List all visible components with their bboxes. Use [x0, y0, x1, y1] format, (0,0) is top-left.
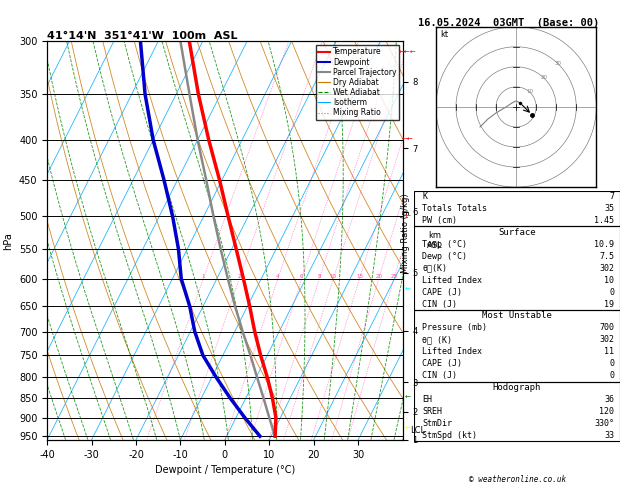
Text: 15: 15 — [356, 274, 363, 279]
Text: 0: 0 — [609, 359, 614, 368]
Text: Dewp (°C): Dewp (°C) — [422, 252, 467, 260]
Text: ←: ← — [404, 287, 411, 293]
Text: 302: 302 — [599, 335, 614, 345]
X-axis label: Dewpoint / Temperature (°C): Dewpoint / Temperature (°C) — [155, 465, 295, 475]
Legend: Temperature, Dewpoint, Parcel Trajectory, Dry Adiabat, Wet Adiabat, Isotherm, Mi: Temperature, Dewpoint, Parcel Trajectory… — [316, 45, 399, 120]
Text: © weatheronline.co.uk: © weatheronline.co.uk — [469, 474, 566, 484]
Text: 302: 302 — [599, 264, 614, 273]
Text: Temp (°C): Temp (°C) — [422, 240, 467, 249]
Text: 36: 36 — [604, 395, 614, 404]
Text: 1.45: 1.45 — [594, 216, 614, 225]
Text: 6: 6 — [300, 274, 303, 279]
Text: 7: 7 — [609, 192, 614, 201]
Text: 10: 10 — [330, 274, 337, 279]
Text: Surface: Surface — [498, 228, 536, 237]
Text: 11: 11 — [604, 347, 614, 356]
Text: 20: 20 — [375, 274, 382, 279]
Text: EH: EH — [422, 395, 432, 404]
Text: 33: 33 — [604, 431, 614, 440]
Text: 8: 8 — [318, 274, 321, 279]
Text: 25: 25 — [391, 274, 398, 279]
Text: 0: 0 — [609, 288, 614, 296]
Text: 35: 35 — [604, 204, 614, 213]
Text: CAPE (J): CAPE (J) — [422, 288, 462, 296]
Text: 120: 120 — [599, 407, 614, 416]
Text: 2: 2 — [238, 274, 241, 279]
Text: 30: 30 — [555, 61, 562, 66]
Bar — [414, 382, 620, 441]
Text: 19: 19 — [604, 299, 614, 309]
Text: Most Unstable: Most Unstable — [482, 312, 552, 320]
Text: 16.05.2024  03GMT  (Base: 00): 16.05.2024 03GMT (Base: 00) — [418, 18, 599, 29]
Text: Totals Totals: Totals Totals — [422, 204, 487, 213]
Text: CIN (J): CIN (J) — [422, 299, 457, 309]
Text: LCL: LCL — [409, 426, 425, 435]
Text: StmDir: StmDir — [422, 419, 452, 428]
Text: 41°14'N  351°41'W  100m  ASL: 41°14'N 351°41'W 100m ASL — [47, 31, 238, 40]
Text: θᴄ(K): θᴄ(K) — [422, 264, 447, 273]
Text: 0: 0 — [609, 371, 614, 380]
Text: ←←: ←← — [402, 137, 413, 143]
Text: 10: 10 — [526, 89, 533, 94]
Text: CIN (J): CIN (J) — [422, 371, 457, 380]
Text: 330°: 330° — [594, 419, 614, 428]
Text: 1: 1 — [201, 274, 205, 279]
Bar — [414, 191, 620, 226]
Text: Pressure (mb): Pressure (mb) — [422, 323, 487, 332]
Text: Mixing Ratio (g/kg): Mixing Ratio (g/kg) — [401, 193, 410, 273]
Y-axis label: hPa: hPa — [3, 232, 13, 249]
Text: 10: 10 — [604, 276, 614, 285]
Text: Lifted Index: Lifted Index — [422, 276, 482, 285]
Text: 7.5: 7.5 — [599, 252, 614, 260]
Text: θᴄ (K): θᴄ (K) — [422, 335, 452, 345]
Text: K: K — [422, 192, 427, 201]
Text: PW (cm): PW (cm) — [422, 216, 457, 225]
Text: 4: 4 — [276, 274, 279, 279]
Text: Hodograph: Hodograph — [493, 383, 541, 392]
Text: ←: ← — [404, 426, 411, 432]
Text: 10.9: 10.9 — [594, 240, 614, 249]
Text: SREH: SREH — [422, 407, 442, 416]
Text: StmSpd (kt): StmSpd (kt) — [422, 431, 477, 440]
Bar — [414, 310, 620, 382]
Text: 700: 700 — [599, 323, 614, 332]
Text: 20: 20 — [541, 75, 548, 80]
Text: Lifted Index: Lifted Index — [422, 347, 482, 356]
Text: ←: ← — [404, 213, 411, 219]
Text: CAPE (J): CAPE (J) — [422, 359, 462, 368]
Text: ←←←: ←←← — [399, 50, 416, 55]
Text: ←: ← — [404, 395, 411, 401]
Text: kt: kt — [440, 30, 448, 39]
Bar — [414, 226, 620, 310]
Y-axis label: km
ASL: km ASL — [426, 231, 442, 250]
